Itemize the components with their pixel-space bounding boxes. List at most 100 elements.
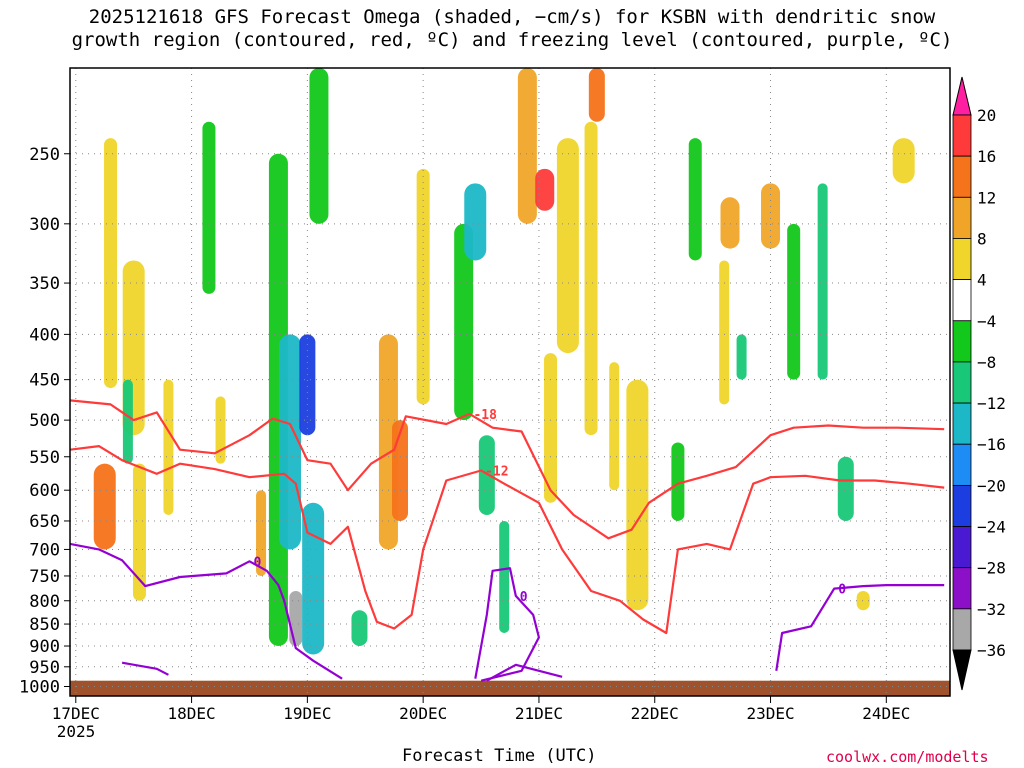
colorbar-box xyxy=(952,238,972,281)
x-tick-label: 17DEC xyxy=(52,704,100,723)
y-tick-label: 900 xyxy=(29,637,60,657)
omega-cell xyxy=(256,490,267,576)
freezing-contour xyxy=(474,567,540,682)
omega-cell xyxy=(535,168,555,211)
colorbar-bottom-arrow xyxy=(952,649,972,691)
omega-cell xyxy=(517,68,537,224)
omega-cell xyxy=(588,68,605,122)
freezing-contour xyxy=(121,661,169,676)
colorbar-label: 20 xyxy=(977,106,996,125)
grid xyxy=(70,68,950,696)
source-credit: coolwx.com/modelts xyxy=(826,748,989,766)
colorbar-label: −20 xyxy=(977,476,1006,495)
omega-cell xyxy=(454,223,474,421)
omega-cell xyxy=(584,121,598,436)
colorbar-box xyxy=(952,279,972,322)
dgz-contour-label: -12 xyxy=(485,464,508,479)
colorbar-label: 4 xyxy=(977,271,987,290)
colorbar-label: −12 xyxy=(977,394,1006,413)
plot-frame xyxy=(69,67,951,697)
omega-cell xyxy=(279,334,301,550)
colorbar-label: 16 xyxy=(977,147,996,166)
omega-cell xyxy=(299,334,316,436)
y-tick-label: 600 xyxy=(29,481,60,501)
omega-cell xyxy=(215,396,226,464)
y-tick-label: 550 xyxy=(29,448,60,468)
colorbar-box xyxy=(952,402,972,445)
omega-cell xyxy=(122,379,133,464)
colorbar-label: −24 xyxy=(977,518,1006,537)
omega-cell xyxy=(556,138,579,354)
colorbar-label: −4 xyxy=(977,312,996,331)
colorbar-box xyxy=(952,114,972,157)
colorbar-top-arrow xyxy=(952,76,972,116)
freezing-contour xyxy=(486,663,563,682)
contours xyxy=(70,399,945,682)
x-tick-label: 21DEC xyxy=(515,704,563,723)
x-tick-label: 24DEC xyxy=(862,704,910,723)
chart-title-line1: 2025121618 GFS Forecast Omega (shaded, −… xyxy=(88,6,936,28)
colorbar: 20 16 12 8 4 −4 −8 −12 −16 −20 −24 −28 −32 −36 xyxy=(952,76,1006,691)
y-tick-label: 950 xyxy=(29,658,60,678)
x-tick-sublabel: 2025 xyxy=(57,722,96,741)
dgz-contour xyxy=(70,399,945,540)
omega-cell xyxy=(892,138,915,184)
omega-cell xyxy=(132,463,146,601)
omega-cell xyxy=(761,183,781,249)
colorbar-label: −8 xyxy=(977,353,996,372)
freezing-contour xyxy=(70,542,343,680)
colorbar-label: 12 xyxy=(977,188,996,207)
colorbar-label: −36 xyxy=(977,641,1006,660)
y-tick-label: 500 xyxy=(29,411,60,431)
omega-cell xyxy=(671,442,685,521)
omega-cell xyxy=(626,379,649,611)
omega-shading xyxy=(70,68,950,696)
omega-cell xyxy=(302,502,325,655)
omega-cell xyxy=(202,121,216,294)
y-tick-label: 650 xyxy=(29,512,60,532)
x-axis-title: Forecast Time (UTC) xyxy=(402,746,597,766)
dgz-contour xyxy=(70,445,945,635)
y-tick-label: 750 xyxy=(29,567,60,587)
omega-cell xyxy=(688,138,702,261)
freezing-contour-label: 0 xyxy=(520,590,528,605)
omega-cell xyxy=(856,591,870,611)
colorbar-box xyxy=(952,361,972,404)
x-tick-label: 22DEC xyxy=(631,704,679,723)
omega-cell xyxy=(544,353,558,503)
freezing-contour xyxy=(775,584,945,671)
omega-cell xyxy=(351,610,368,647)
omega-cell xyxy=(478,435,495,516)
omega-cell xyxy=(309,68,329,224)
colorbar-box xyxy=(952,196,972,239)
colorbar-box xyxy=(952,155,972,198)
y-tick-label: 250 xyxy=(29,145,60,165)
chart-title-line2: growth region (contoured, red, ºC) and f… xyxy=(71,29,953,51)
y-tick-label: 850 xyxy=(29,615,60,635)
y-tick-label: 450 xyxy=(29,371,60,391)
dgz-contour-label: -18 xyxy=(473,408,497,423)
colorbar-box xyxy=(952,484,972,527)
y-tick-label: 1000 xyxy=(19,678,60,698)
colorbar-box xyxy=(952,443,972,486)
omega-cell xyxy=(464,183,487,261)
omega-cell xyxy=(93,463,116,550)
omega-cell xyxy=(720,197,740,249)
chart-title: 2025121618 GFS Forecast Omega (shaded, −… xyxy=(0,6,1024,52)
x-tick-label: 23DEC xyxy=(746,704,794,723)
x-tick-label: 19DEC xyxy=(283,704,331,723)
colorbar-box xyxy=(952,320,972,363)
omega-cell xyxy=(104,138,118,389)
colorbar-label: −16 xyxy=(977,435,1006,454)
colorbar-box xyxy=(952,526,972,569)
ground-surface xyxy=(70,680,950,696)
y-tick-label: 400 xyxy=(29,325,60,345)
y-tick-label: 300 xyxy=(29,215,60,235)
colorbar-label: −28 xyxy=(977,559,1006,578)
omega-cell xyxy=(719,260,730,405)
colorbar-label: −32 xyxy=(977,600,1006,619)
y-tick-label: 700 xyxy=(29,540,60,560)
x-tick-label: 20DEC xyxy=(399,704,447,723)
